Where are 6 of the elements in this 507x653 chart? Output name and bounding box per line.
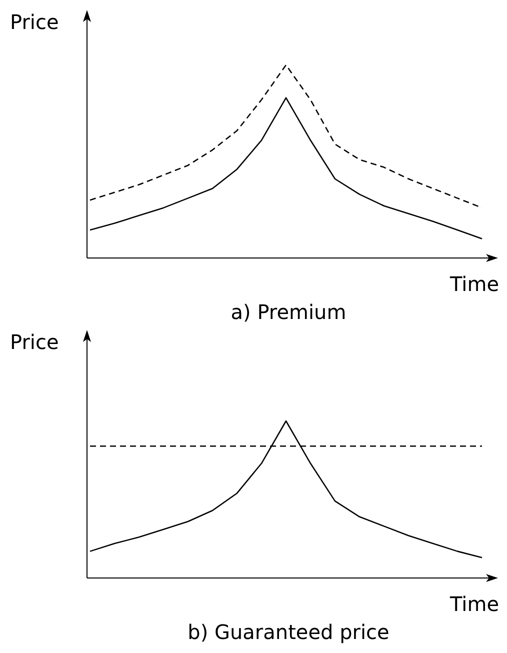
text: b) Guaranteed price [186,620,390,644]
text: a) Premium [230,300,348,324]
x-axis-title: Time [450,592,499,616]
x-axis-title: Time [450,272,499,296]
y-axis-title: Price [10,10,59,34]
y-axis-title: Price [10,330,59,354]
